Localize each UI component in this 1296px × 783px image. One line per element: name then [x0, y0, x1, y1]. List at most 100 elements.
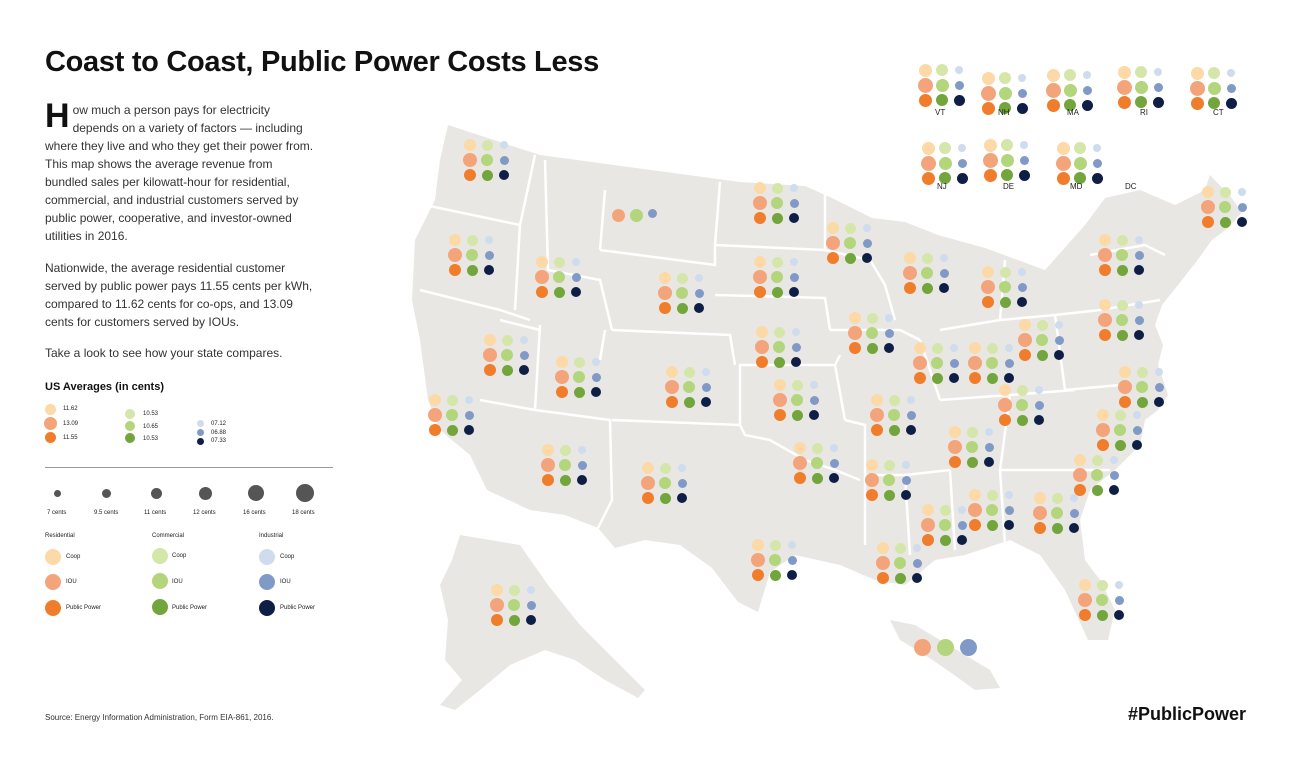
state-cost-dot: [683, 396, 695, 408]
state-cost-dot: [936, 638, 954, 656]
state-cost-dot: [1004, 373, 1014, 383]
state-cost-dot: [466, 249, 478, 261]
state-cost-dot: [536, 256, 548, 268]
state-cost-dot: [1001, 139, 1013, 151]
avg-com-coop-value: 10.53: [143, 411, 159, 417]
state-cost-dot: [1135, 236, 1143, 244]
state-cost-dot: [792, 328, 800, 336]
state-cost-dot: [904, 282, 916, 294]
state-cost-dot: [536, 286, 548, 298]
state-cost-dot: [519, 365, 529, 375]
state-cost-dot: [1005, 491, 1013, 499]
state-cost-dot: [871, 424, 883, 436]
state-cost-dot: [1093, 144, 1101, 152]
state-cost-dot: [849, 342, 861, 354]
state-cost-dot: [1202, 216, 1214, 228]
state-cost-dot: [1000, 153, 1014, 167]
inset-state-label: MD: [1070, 182, 1083, 191]
state-cost-dot: [903, 266, 917, 280]
state-cost-dot: [1154, 397, 1164, 407]
state-cost-dot: [1099, 299, 1111, 311]
state-cost-dot: [446, 424, 458, 436]
state-cost-dot: [1155, 368, 1163, 376]
state-cost-dot: [913, 638, 931, 656]
state-cost-dot: [956, 172, 968, 184]
state-cost-dot: [1051, 522, 1063, 534]
state-cost-dot: [1078, 593, 1092, 607]
state-cost-dot: [753, 270, 767, 284]
state-cost-dot: [449, 264, 461, 276]
state-cost-dot: [1074, 142, 1086, 154]
state-cost-dot: [1091, 172, 1103, 184]
inset-state-label: DC: [1125, 182, 1137, 191]
state-cost-dot: [754, 256, 766, 268]
state-cost-dot: [791, 357, 801, 367]
state-cost-dot: [484, 265, 494, 275]
state-cost-dot: [1116, 329, 1128, 341]
state-cost-dot: [1109, 470, 1119, 480]
state-cost-dot: [1070, 494, 1078, 502]
state-cost-dot: [826, 236, 840, 250]
state-cost-dot: [982, 152, 998, 168]
state-cost-dot: [883, 459, 895, 471]
state-cost-dot: [1099, 329, 1111, 341]
state-cost-dot: [694, 303, 704, 313]
state-cost-dot: [1091, 469, 1103, 481]
state-cost-dot: [448, 248, 462, 262]
state-cost-dot: [1116, 299, 1128, 311]
state-cost-dot: [464, 139, 476, 151]
state-cost-dot: [1208, 97, 1220, 109]
state-cost-dot: [789, 198, 799, 208]
state-cost-dot: [866, 342, 878, 354]
state-cost-dot: [1016, 414, 1028, 426]
state-cost-dot: [982, 266, 994, 278]
legend-com-coop-label: Coop: [172, 553, 187, 559]
state-cost-dot: [1153, 82, 1163, 92]
state-cost-dot: [1034, 492, 1046, 504]
state-cost-dot: [676, 272, 688, 284]
state-cost-dot: [1046, 68, 1060, 82]
state-cost-dot: [659, 477, 671, 489]
state-cost-dot: [553, 271, 565, 283]
state-cost-dot: [998, 86, 1012, 100]
state-cost-dot: [1225, 97, 1237, 109]
state-cost-dot: [1056, 171, 1070, 185]
legend-ind-iou-label: IOU: [280, 579, 291, 585]
state-cost-dot: [1091, 484, 1103, 496]
state-cost-dot: [809, 410, 819, 420]
state-cost-dot: [464, 169, 476, 181]
state-cost-dot: [683, 381, 695, 393]
state-cost-dot: [999, 266, 1011, 278]
state-cost-dot: [508, 584, 520, 596]
state-cost-dot: [769, 569, 781, 581]
state-cost-dot: [866, 459, 878, 471]
state-cost-dot: [542, 474, 554, 486]
state-cost-dot: [789, 272, 799, 282]
state-cost-dot: [577, 460, 587, 470]
state-cost-dot: [573, 386, 585, 398]
legend-res-iou-label: IOU: [66, 579, 77, 585]
state-cost-dot: [921, 518, 935, 532]
state-cost-dot: [894, 542, 906, 554]
state-cost-dot: [981, 71, 995, 85]
state-cost-dot: [999, 414, 1011, 426]
state-cost-dot: [791, 379, 803, 391]
state-cost-dot: [788, 541, 796, 549]
state-cost-dot: [659, 462, 671, 474]
state-cost-dot: [912, 573, 922, 583]
state-cost-dot: [647, 208, 657, 218]
scale-label-7: 7 cents: [47, 510, 67, 516]
state-cost-dot: [1019, 319, 1031, 331]
state-cost-dot: [1099, 264, 1111, 276]
state-cost-dot: [957, 158, 967, 168]
state-cost-dot: [1018, 333, 1032, 347]
state-cost-dot: [986, 489, 998, 501]
page-title: Coast to Coast, Public Power Costs Less: [45, 46, 599, 78]
avg-com-iou-dot: [125, 421, 135, 431]
state-cost-dot: [863, 224, 871, 232]
state-cost-dot: [981, 101, 995, 115]
scale-dot-18: [296, 484, 314, 502]
state-cost-dot: [429, 424, 441, 436]
state-cost-dot: [1082, 85, 1092, 95]
